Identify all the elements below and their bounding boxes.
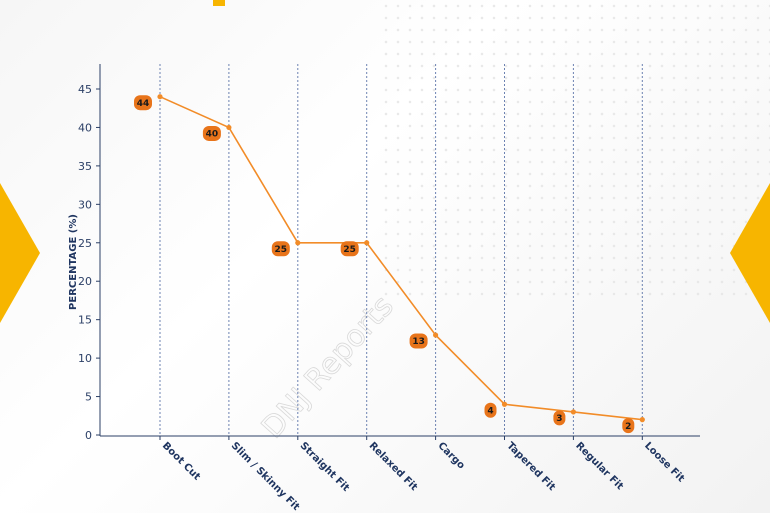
data-label-text: 2 bbox=[625, 422, 631, 432]
series-line bbox=[159, 95, 643, 421]
data-label-bg bbox=[134, 95, 152, 111]
data-label-text: 13 bbox=[412, 337, 425, 347]
decor-left-triangle bbox=[0, 183, 40, 323]
data-points bbox=[157, 94, 645, 423]
data-label: 40 bbox=[202, 125, 221, 141]
data-label-text: 44 bbox=[137, 99, 150, 109]
data-point bbox=[364, 240, 370, 246]
data-point bbox=[501, 401, 508, 407]
data-point bbox=[295, 240, 301, 246]
data-label-bg bbox=[340, 241, 359, 257]
decor-right-triangle bbox=[730, 183, 770, 323]
y-tick-label: 0 bbox=[85, 429, 92, 442]
x-tick-label: Cargo bbox=[435, 440, 466, 471]
watermark-text: DNJ Reports bbox=[255, 289, 401, 445]
y-tick-label: 45 bbox=[78, 83, 92, 96]
data-label-bg bbox=[409, 333, 428, 349]
y-tick-label: 10 bbox=[78, 352, 92, 365]
data-point bbox=[639, 417, 645, 423]
x-tick-label: Loose Fit bbox=[642, 440, 686, 484]
y-axis-label: PERCENTAGE (%) bbox=[68, 214, 79, 310]
y-tick-label: 35 bbox=[78, 160, 92, 173]
data-label-text: 25 bbox=[343, 245, 356, 255]
data-label: 2 bbox=[622, 418, 635, 434]
data-label-bg bbox=[202, 125, 221, 141]
data-label: 4 bbox=[484, 402, 497, 418]
x-tick-label: Regular Fit bbox=[573, 440, 625, 492]
y-tick-label: 25 bbox=[78, 237, 92, 250]
x-tick-label: Boot Cut bbox=[160, 440, 202, 482]
x-tick-label: Relaxed Fit bbox=[367, 440, 420, 493]
data-label: 25 bbox=[340, 241, 359, 257]
data-label-bg bbox=[553, 410, 566, 426]
x-tick-label: Tapered Fit bbox=[504, 440, 557, 493]
data-label: 44 bbox=[134, 95, 152, 111]
y-tick-label: 5 bbox=[85, 391, 92, 404]
decor-accent-bar bbox=[213, 0, 225, 6]
data-label: 25 bbox=[271, 241, 290, 257]
data-label-text: 3 bbox=[556, 414, 562, 424]
data-label: 13 bbox=[409, 333, 428, 349]
data-label-bg bbox=[484, 402, 497, 418]
y-tick-label: 20 bbox=[78, 275, 92, 288]
x-tick-label: Slim / Skinny Fit bbox=[229, 440, 302, 513]
y-tick-label: 30 bbox=[78, 198, 92, 211]
data-label-bg bbox=[622, 418, 635, 434]
y-axis-ticks: 0 5 10 15 20 25 30 35 40 45 bbox=[78, 83, 100, 442]
data-point bbox=[226, 124, 232, 131]
data-label-text: 4 bbox=[487, 406, 493, 416]
data-label-text: 40 bbox=[206, 130, 219, 140]
x-tick-label: Straight Fit bbox=[298, 440, 352, 494]
chart-grid bbox=[159, 64, 643, 436]
data-point bbox=[433, 332, 439, 338]
data-label: 3 bbox=[553, 410, 566, 426]
chart-axes bbox=[99, 64, 700, 437]
y-tick-label: 15 bbox=[78, 314, 92, 327]
data-point bbox=[570, 409, 577, 415]
data-point bbox=[157, 94, 163, 100]
data-label-text: 25 bbox=[275, 245, 288, 255]
data-label-bg bbox=[271, 241, 290, 257]
decor-dot-pattern bbox=[380, 0, 770, 300]
data-labels: 44 40 25 25 13 4 3 2 bbox=[134, 95, 635, 434]
y-tick-label: 40 bbox=[78, 121, 92, 134]
